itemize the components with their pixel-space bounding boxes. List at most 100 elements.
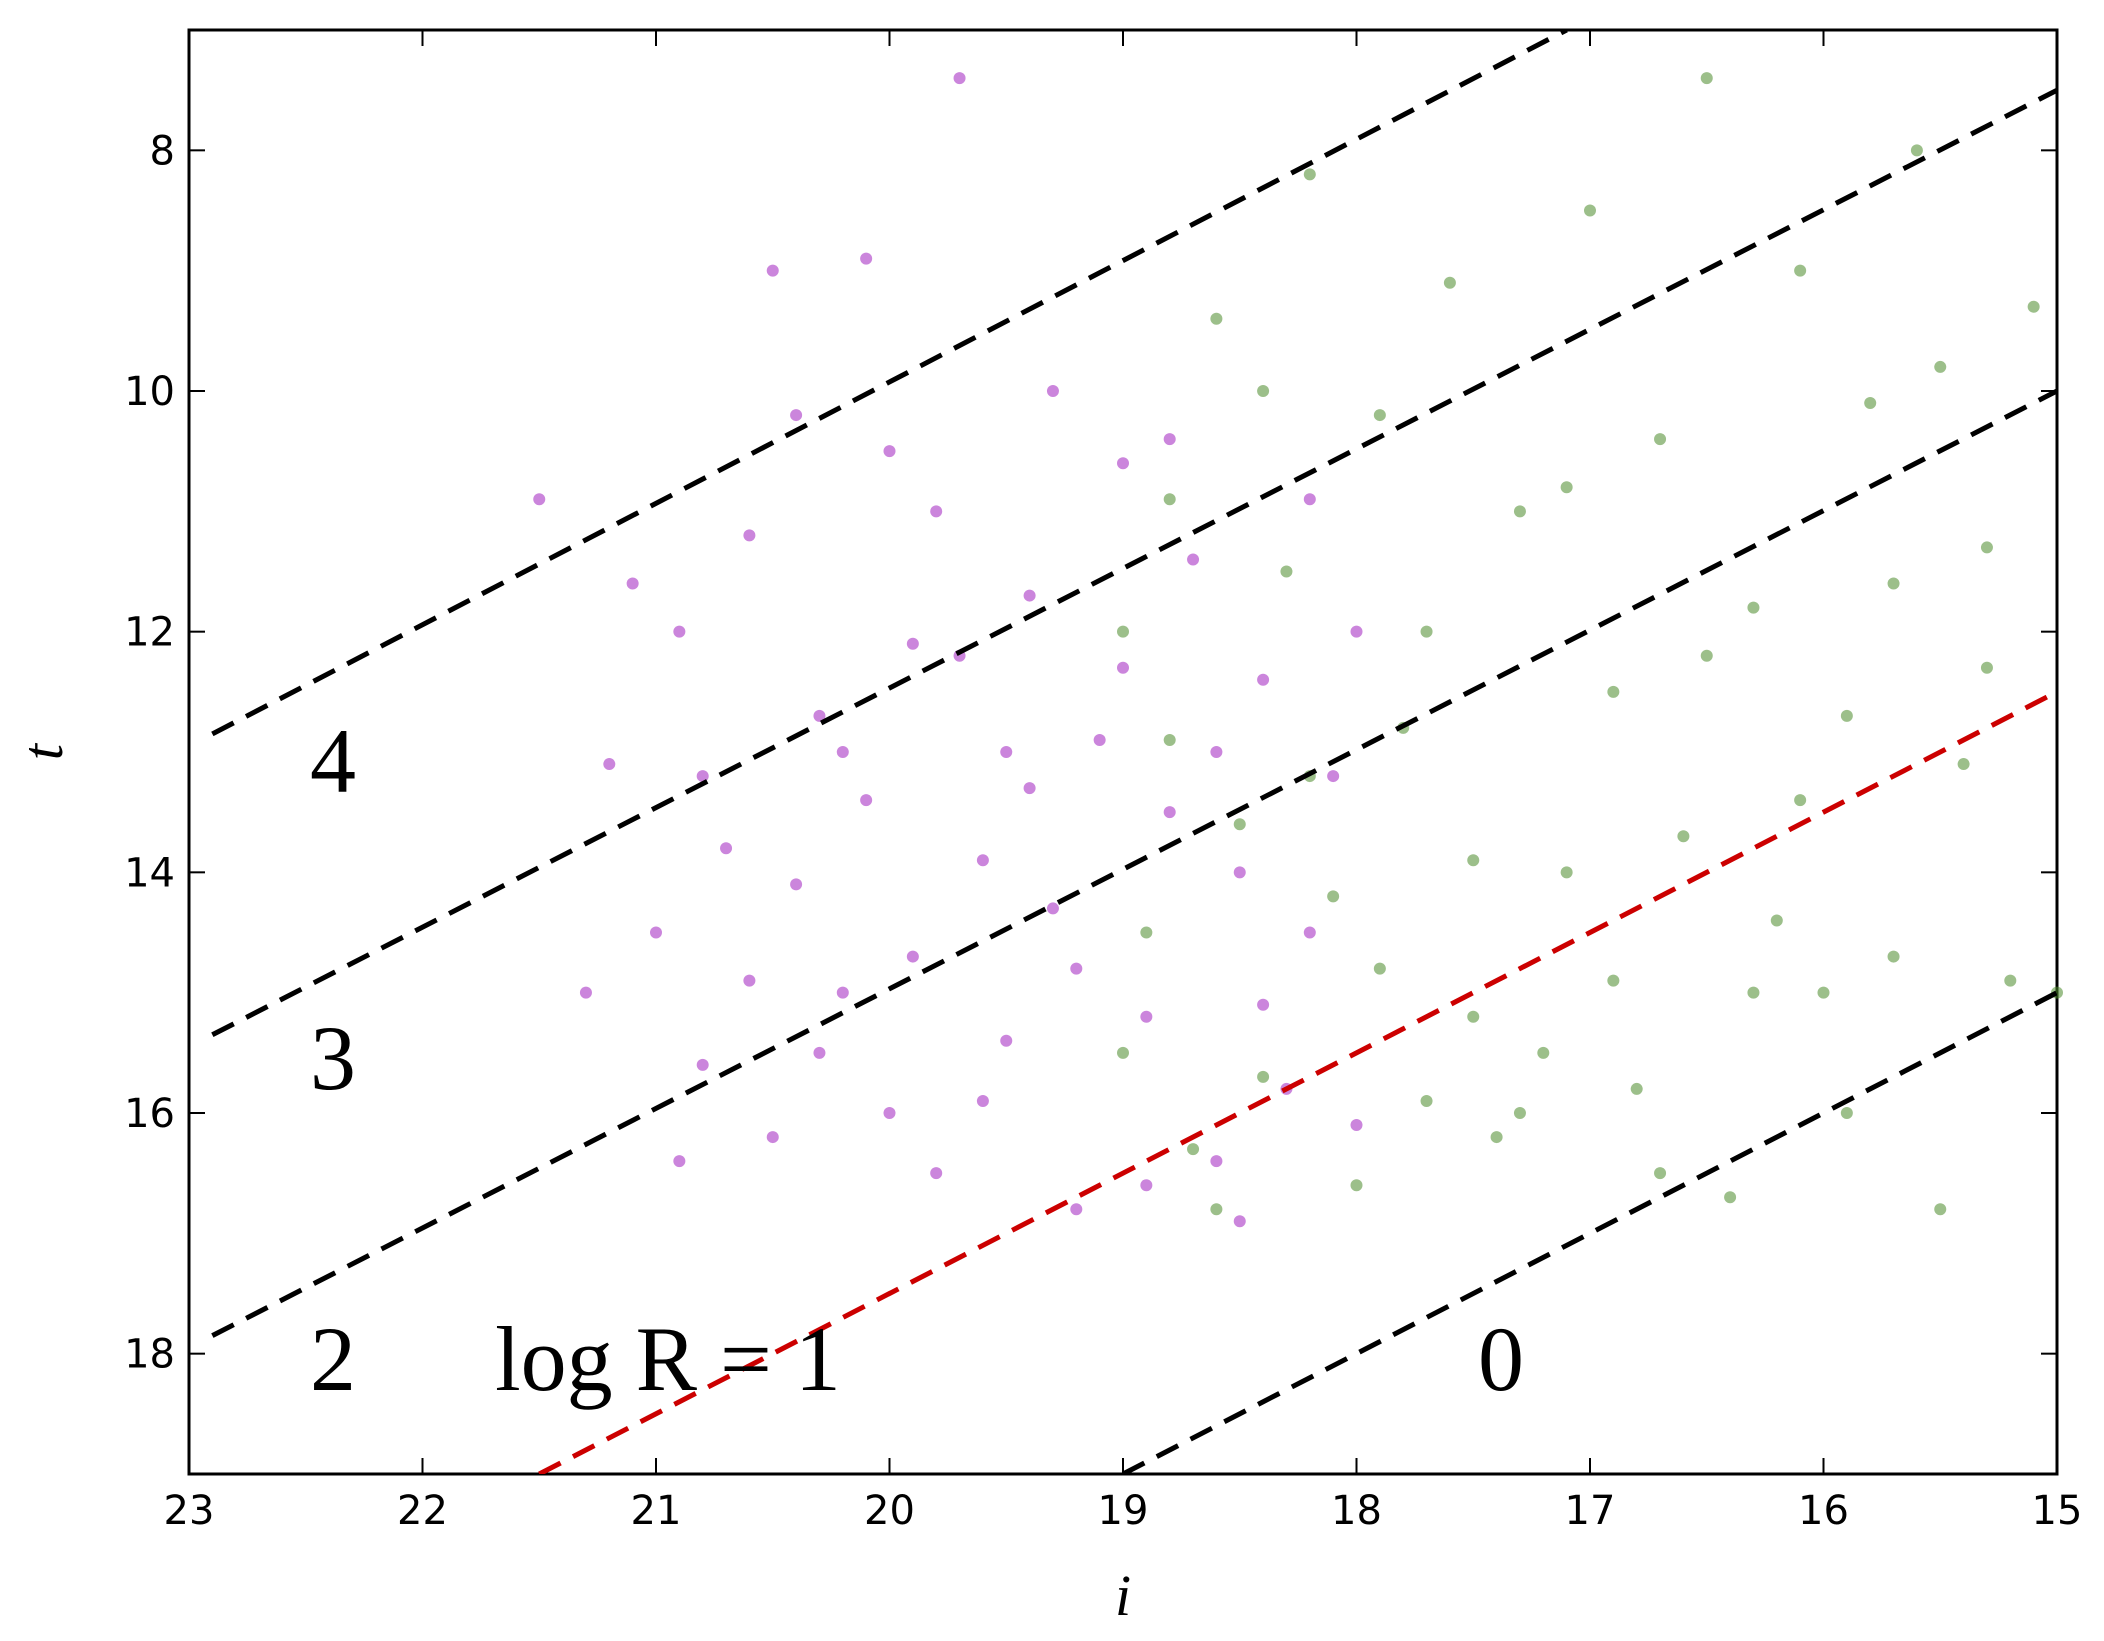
scatter-point [1070, 962, 1083, 975]
scatter-point [743, 529, 756, 542]
scatter-point [930, 1167, 943, 1180]
y-tick-label: 14 [124, 850, 175, 896]
scatter-point [1420, 625, 1433, 638]
scatter-point [836, 986, 849, 999]
scatter-point [1233, 818, 1246, 831]
scatter-point [533, 493, 546, 506]
scatter-point [1794, 794, 1807, 807]
y-tick-label: 16 [124, 1091, 175, 1137]
scatter-point [1210, 746, 1223, 758]
x-tick-label: 20 [864, 1488, 915, 1534]
scatter-point [1140, 1010, 1153, 1023]
scatter-point [1887, 577, 1900, 590]
scatter-point [813, 709, 826, 722]
scatter-point [1257, 1070, 1270, 1083]
x-tick-label: 16 [1798, 1488, 1849, 1534]
scatter-point [1654, 433, 1667, 446]
scatter-point [906, 950, 919, 963]
scatter-point [1233, 866, 1246, 879]
scatter-point [1817, 986, 1830, 999]
scatter-point [1046, 385, 1059, 397]
scatter-point [1980, 541, 1993, 554]
scatter-point [1560, 481, 1573, 494]
y-tick-label: 18 [124, 1332, 175, 1378]
scatter-point [1350, 1119, 1363, 1132]
y-axis-label: t [10, 742, 75, 760]
scatter-point [1350, 1179, 1363, 1192]
scatter-point [1000, 746, 1013, 758]
scatter-point [2027, 300, 2040, 313]
scatter-point [1093, 733, 1106, 746]
y-tick-label: 10 [124, 369, 175, 415]
scatter-point [1513, 505, 1526, 518]
x-tick-label: 15 [2032, 1488, 2083, 1534]
scatter-point [906, 637, 919, 650]
x-tick-label: 23 [164, 1488, 215, 1534]
scatter-point [603, 758, 616, 771]
x-tick-label: 17 [1565, 1488, 1616, 1534]
scatter-point [1117, 457, 1129, 470]
dashed-line [538, 689, 2057, 1474]
scatter-point [1677, 830, 1690, 843]
scatter-point [1257, 385, 1270, 397]
scatter-point [1537, 1046, 1550, 1059]
scatter-point [1467, 854, 1480, 867]
scatter-point [790, 878, 803, 891]
region-annotation: 4 [310, 710, 356, 812]
scatter-point [1257, 998, 1270, 1011]
scatter-point [1046, 902, 1059, 915]
scatter-point [1303, 926, 1316, 939]
scatter-point [1070, 1203, 1083, 1216]
scatter-point [1327, 890, 1340, 903]
scatter-point [1000, 1034, 1013, 1047]
scatter-point [1303, 168, 1316, 181]
scatter-point [883, 445, 896, 458]
region-annotation: 3 [310, 1007, 356, 1109]
scatter-point [1700, 649, 1713, 662]
y-tick-label: 8 [150, 128, 175, 174]
scatter-point [1864, 397, 1877, 410]
scatter-point [1957, 758, 1970, 771]
scatter-point [860, 252, 873, 265]
scatter-point [766, 1131, 779, 1144]
scatter-point [696, 1058, 709, 1071]
scatter-point [1700, 72, 1713, 85]
scatter-point [1910, 144, 1923, 157]
scatter-point [976, 854, 989, 867]
scatter-point [1303, 493, 1316, 506]
scatter-point [1257, 673, 1270, 686]
scatter-point [720, 842, 733, 855]
scatter-point [930, 505, 943, 518]
scatter-point [1117, 1046, 1129, 1059]
scatter-point [1840, 709, 1853, 722]
region-annotation: 0 [1478, 1308, 1524, 1410]
dashed-line [1121, 990, 2057, 1474]
scatter-point [626, 577, 639, 590]
scatter-point [673, 1155, 686, 1168]
scatter-point [1023, 589, 1036, 602]
scatter-point [1747, 601, 1760, 614]
scatter-point [766, 264, 779, 277]
scatter-point [1887, 950, 1900, 963]
scatter-point [1117, 625, 1129, 638]
scatter-point [1187, 553, 1200, 566]
region-annotation: 2 [310, 1308, 356, 1410]
scatter-point [1490, 1131, 1503, 1144]
scatter-point [790, 409, 803, 422]
scatter-point [1280, 565, 1293, 578]
scatter-point [976, 1094, 989, 1107]
x-tick-label: 19 [1098, 1488, 1149, 1534]
region-annotation: log R = 1 [495, 1308, 841, 1410]
scatter-point [1163, 733, 1176, 746]
scatter-point [1163, 806, 1176, 819]
scatter-point [1373, 409, 1386, 422]
scatter-point [883, 1107, 896, 1119]
x-tick-label: 22 [397, 1488, 448, 1534]
scatter-point [1443, 276, 1456, 289]
scatter-point [1373, 962, 1386, 975]
plot-frame [187, 28, 2059, 1476]
scatter-point [1607, 685, 1620, 698]
scatter-point [1210, 312, 1223, 325]
scatter-point [1467, 1010, 1480, 1023]
scatter-point [1630, 1082, 1643, 1095]
